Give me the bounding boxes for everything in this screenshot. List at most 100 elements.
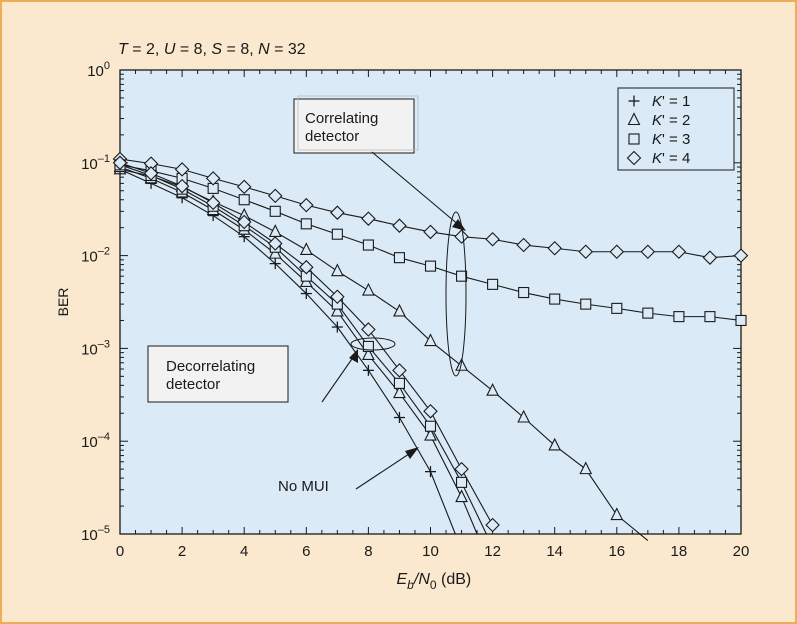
triangle-marker: [610, 507, 624, 521]
x-tick-label: 2: [178, 543, 186, 560]
square-marker: [238, 194, 250, 206]
diamond-marker: [299, 197, 314, 213]
diamond-marker: [330, 205, 345, 220]
annotation-text: detector: [305, 128, 359, 145]
legend-label: K' = 1: [652, 93, 690, 110]
arrow-head: [405, 447, 419, 459]
square-marker: [331, 228, 343, 240]
annotation-arrow: [355, 451, 413, 490]
triangle-marker: [455, 489, 468, 503]
axis-ticks: [119, 69, 742, 535]
diamond-marker: [640, 244, 656, 260]
diamond-marker: [299, 259, 314, 275]
plus-marker: [628, 95, 640, 107]
square-marker: [735, 314, 747, 327]
triangle-marker: [362, 347, 375, 360]
triangle-marker: [579, 461, 593, 475]
diamond-marker: [236, 214, 252, 230]
diamond-marker: [485, 517, 500, 533]
square-marker: [424, 260, 437, 272]
square-marker: [455, 270, 468, 282]
plus-marker: [425, 466, 436, 478]
legend: K' = 1 K' = 2 K' = 3 K' = 4: [617, 87, 735, 171]
square-marker: [455, 476, 468, 488]
legend-label: K' = 4: [652, 150, 690, 167]
plus-marker: [331, 321, 343, 333]
diamond-marker: [361, 322, 376, 337]
square-marker: [580, 298, 592, 310]
y-axis-label: BER: [55, 288, 71, 317]
triangle-marker: [299, 242, 313, 256]
diamond-marker: [578, 244, 594, 260]
diamond-marker: [733, 248, 749, 263]
y-tick-label: 10–5: [81, 524, 110, 544]
arrow-head: [349, 349, 358, 363]
x-tick-label: 18: [671, 543, 688, 560]
diamond-marker: [485, 231, 500, 247]
diamond-marker: [112, 155, 128, 171]
y-tick-label: 10–4: [81, 431, 110, 451]
diamond-marker: [143, 166, 159, 181]
annotation-ellipse: [350, 337, 396, 351]
triangle-marker: [517, 409, 531, 423]
square-marker: [424, 420, 437, 432]
diamond-marker: [392, 363, 407, 378]
y-tick-label: 10–2: [81, 246, 110, 266]
triangle-marker: [393, 303, 406, 317]
annotation-box: [147, 345, 289, 403]
diamond-marker: [423, 404, 438, 419]
diamond-marker: [626, 150, 642, 166]
legend-label: K' = 2: [652, 112, 690, 129]
diamond-marker: [174, 162, 190, 177]
square-marker: [487, 278, 499, 290]
square-marker: [300, 218, 312, 230]
triangle-marker: [393, 385, 406, 399]
diamond-marker: [423, 224, 438, 240]
diamond-marker: [702, 250, 718, 265]
annotation-text: No MUI: [278, 478, 329, 495]
diamond-marker: [547, 240, 562, 256]
x-tick-label: 10: [422, 543, 439, 560]
diamond-marker: [205, 171, 221, 186]
x-tick-label: 16: [608, 543, 625, 560]
x-axis-label: Eb/N0 (dB): [397, 571, 472, 592]
diamond-marker: [236, 179, 252, 195]
x-tick-label: 8: [364, 543, 372, 560]
plus-marker: [300, 288, 312, 300]
annotation-text: Decorrelating: [166, 358, 255, 375]
square-marker: [673, 311, 685, 323]
x-tick-label: 4: [240, 543, 248, 560]
triangle-marker: [330, 263, 344, 277]
square-marker: [362, 239, 374, 251]
square-marker: [549, 293, 561, 305]
triangle-marker: [424, 427, 437, 441]
triangle-marker: [627, 112, 641, 126]
chart-title: T = 2, U = 8, S = 8, N = 32: [118, 41, 306, 58]
plus-marker: [269, 258, 281, 270]
diamond-marker: [392, 218, 407, 233]
triangle-marker: [486, 382, 499, 396]
annotation-text: Correlating: [305, 110, 378, 127]
y-tick-label: 100: [87, 60, 110, 80]
square-marker: [393, 377, 406, 389]
diamond-marker: [267, 236, 283, 251]
diamond-marker: [609, 244, 625, 260]
square-marker: [393, 252, 406, 264]
diamond-marker: [330, 289, 345, 305]
diamond-marker: [454, 461, 469, 477]
square-marker: [269, 205, 281, 217]
diamond-marker: [205, 195, 221, 211]
x-tick-label: 20: [733, 543, 750, 560]
annotation-no-mui: No MUI: [278, 447, 419, 495]
legend-label: K' = 3: [652, 131, 690, 148]
y-tick-label: 10–3: [81, 338, 110, 358]
square-marker: [642, 307, 654, 319]
annotation-arrow: [321, 355, 355, 403]
x-tick-label: 0: [116, 543, 124, 560]
square-marker: [611, 302, 623, 314]
square-marker: [518, 286, 530, 299]
annotation-ellipse: [445, 211, 467, 377]
y-tick-label: 10–1: [81, 153, 110, 173]
